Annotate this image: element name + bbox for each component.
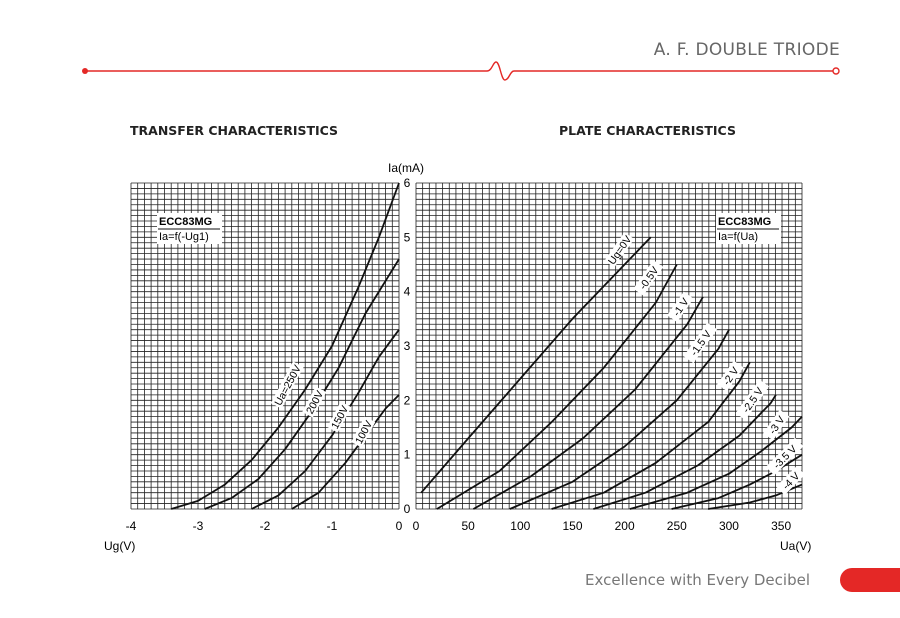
transfer-chart-title: TRANSFER CHARACTERISTICS (130, 123, 339, 138)
series-curve (551, 361, 751, 510)
series-label-text: 200V (304, 389, 326, 416)
series-label-text: Ug=0V (606, 234, 634, 267)
header-rule (82, 61, 840, 81)
x-tick-label: 150 (562, 519, 582, 533)
plate-grid (415, 182, 803, 510)
x-tick-label: 0 (396, 519, 403, 533)
plate-chart-title: PLATE CHARACTERISTICS (559, 123, 736, 138)
x-tick-label: -1 (327, 519, 338, 533)
transfer-legend-box: ECC83MG Ia=f(-Ug1) (157, 213, 222, 244)
x-tick-label: 350 (771, 519, 791, 533)
x-tick-label: -2 (260, 519, 271, 533)
series-curve (251, 329, 400, 510)
plate-box-subtitle: Ia=f(Ua) (718, 231, 758, 243)
transfer-box-title: ECC83MG (159, 216, 212, 228)
x-tick-label: 250 (667, 519, 687, 533)
y-tick-label: 4 (404, 285, 411, 299)
x-tick-label: 200 (615, 519, 635, 533)
document-title: A. F. DOUBLE TRIODE (653, 40, 840, 60)
plate-x-axis-label: Ua(V) (780, 539, 811, 553)
transfer-box-subtitle: Ia=f(-Ug1) (159, 231, 209, 243)
y-tick-label: 5 (404, 230, 411, 244)
x-tick-label: -4 (126, 519, 137, 533)
series-label: Ua=250V (270, 361, 304, 409)
series-label-text: Ua=250V (272, 363, 303, 408)
series-curve (472, 296, 704, 510)
series-label: -3 V (763, 409, 790, 441)
x-tick-label: -3 (193, 519, 204, 533)
x-tick-label: 100 (510, 519, 530, 533)
plate-box-title: ECC83MG (718, 216, 771, 228)
series-curve (436, 264, 678, 510)
series-curve (671, 453, 803, 510)
characteristics-charts: -4 -3 -2 -1 0 0 50 100 150 200 250 300 350 0 1 2 3 4 5 6 Ua=… (104, 161, 811, 553)
footer-tagline: Excellence with Every Decibel (585, 571, 810, 589)
footer-accent-pill (840, 568, 900, 592)
series-curve (629, 415, 803, 510)
y-tick-label: 2 (404, 393, 411, 407)
x-tick-label: 0 (413, 519, 420, 533)
series-label: 200V (302, 386, 327, 418)
plate-legend-box: ECC83MG Ia=f(Ua) (716, 213, 781, 244)
x-tick-label: 50 (461, 519, 475, 533)
y-tick-label: 1 (404, 448, 411, 462)
x-tick-label: 300 (719, 519, 739, 533)
y-tick-label: 3 (404, 339, 411, 353)
y-tick-label: 6 (404, 176, 411, 190)
series-curve (509, 329, 730, 510)
series-label: 150V (327, 401, 352, 433)
y-axis-label: Ia(mA) (388, 161, 424, 175)
series-curve (291, 394, 400, 510)
series-curve (170, 182, 400, 510)
series-curve (420, 236, 652, 494)
transfer-x-axis-label: Ug(V) (104, 539, 135, 553)
series-label-text: -1.5 V (688, 329, 714, 359)
series-curve (593, 394, 777, 510)
labels-layer: -4 -3 -2 -1 0 0 50 100 150 200 250 300 350 0 1 2 3 4 5 6 Ua=… (126, 176, 806, 533)
series-label: -2 V (717, 360, 744, 392)
y-tick-label: 0 (404, 502, 411, 516)
